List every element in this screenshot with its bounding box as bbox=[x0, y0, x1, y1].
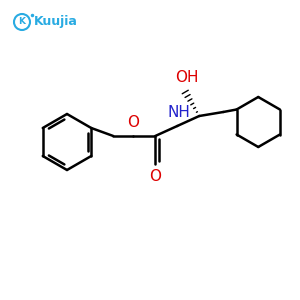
Text: NH: NH bbox=[168, 105, 191, 120]
Text: Kuujia: Kuujia bbox=[34, 16, 78, 28]
Text: OH: OH bbox=[176, 70, 199, 85]
Text: O: O bbox=[149, 169, 161, 184]
Text: O: O bbox=[127, 115, 139, 130]
Text: K: K bbox=[19, 17, 26, 26]
